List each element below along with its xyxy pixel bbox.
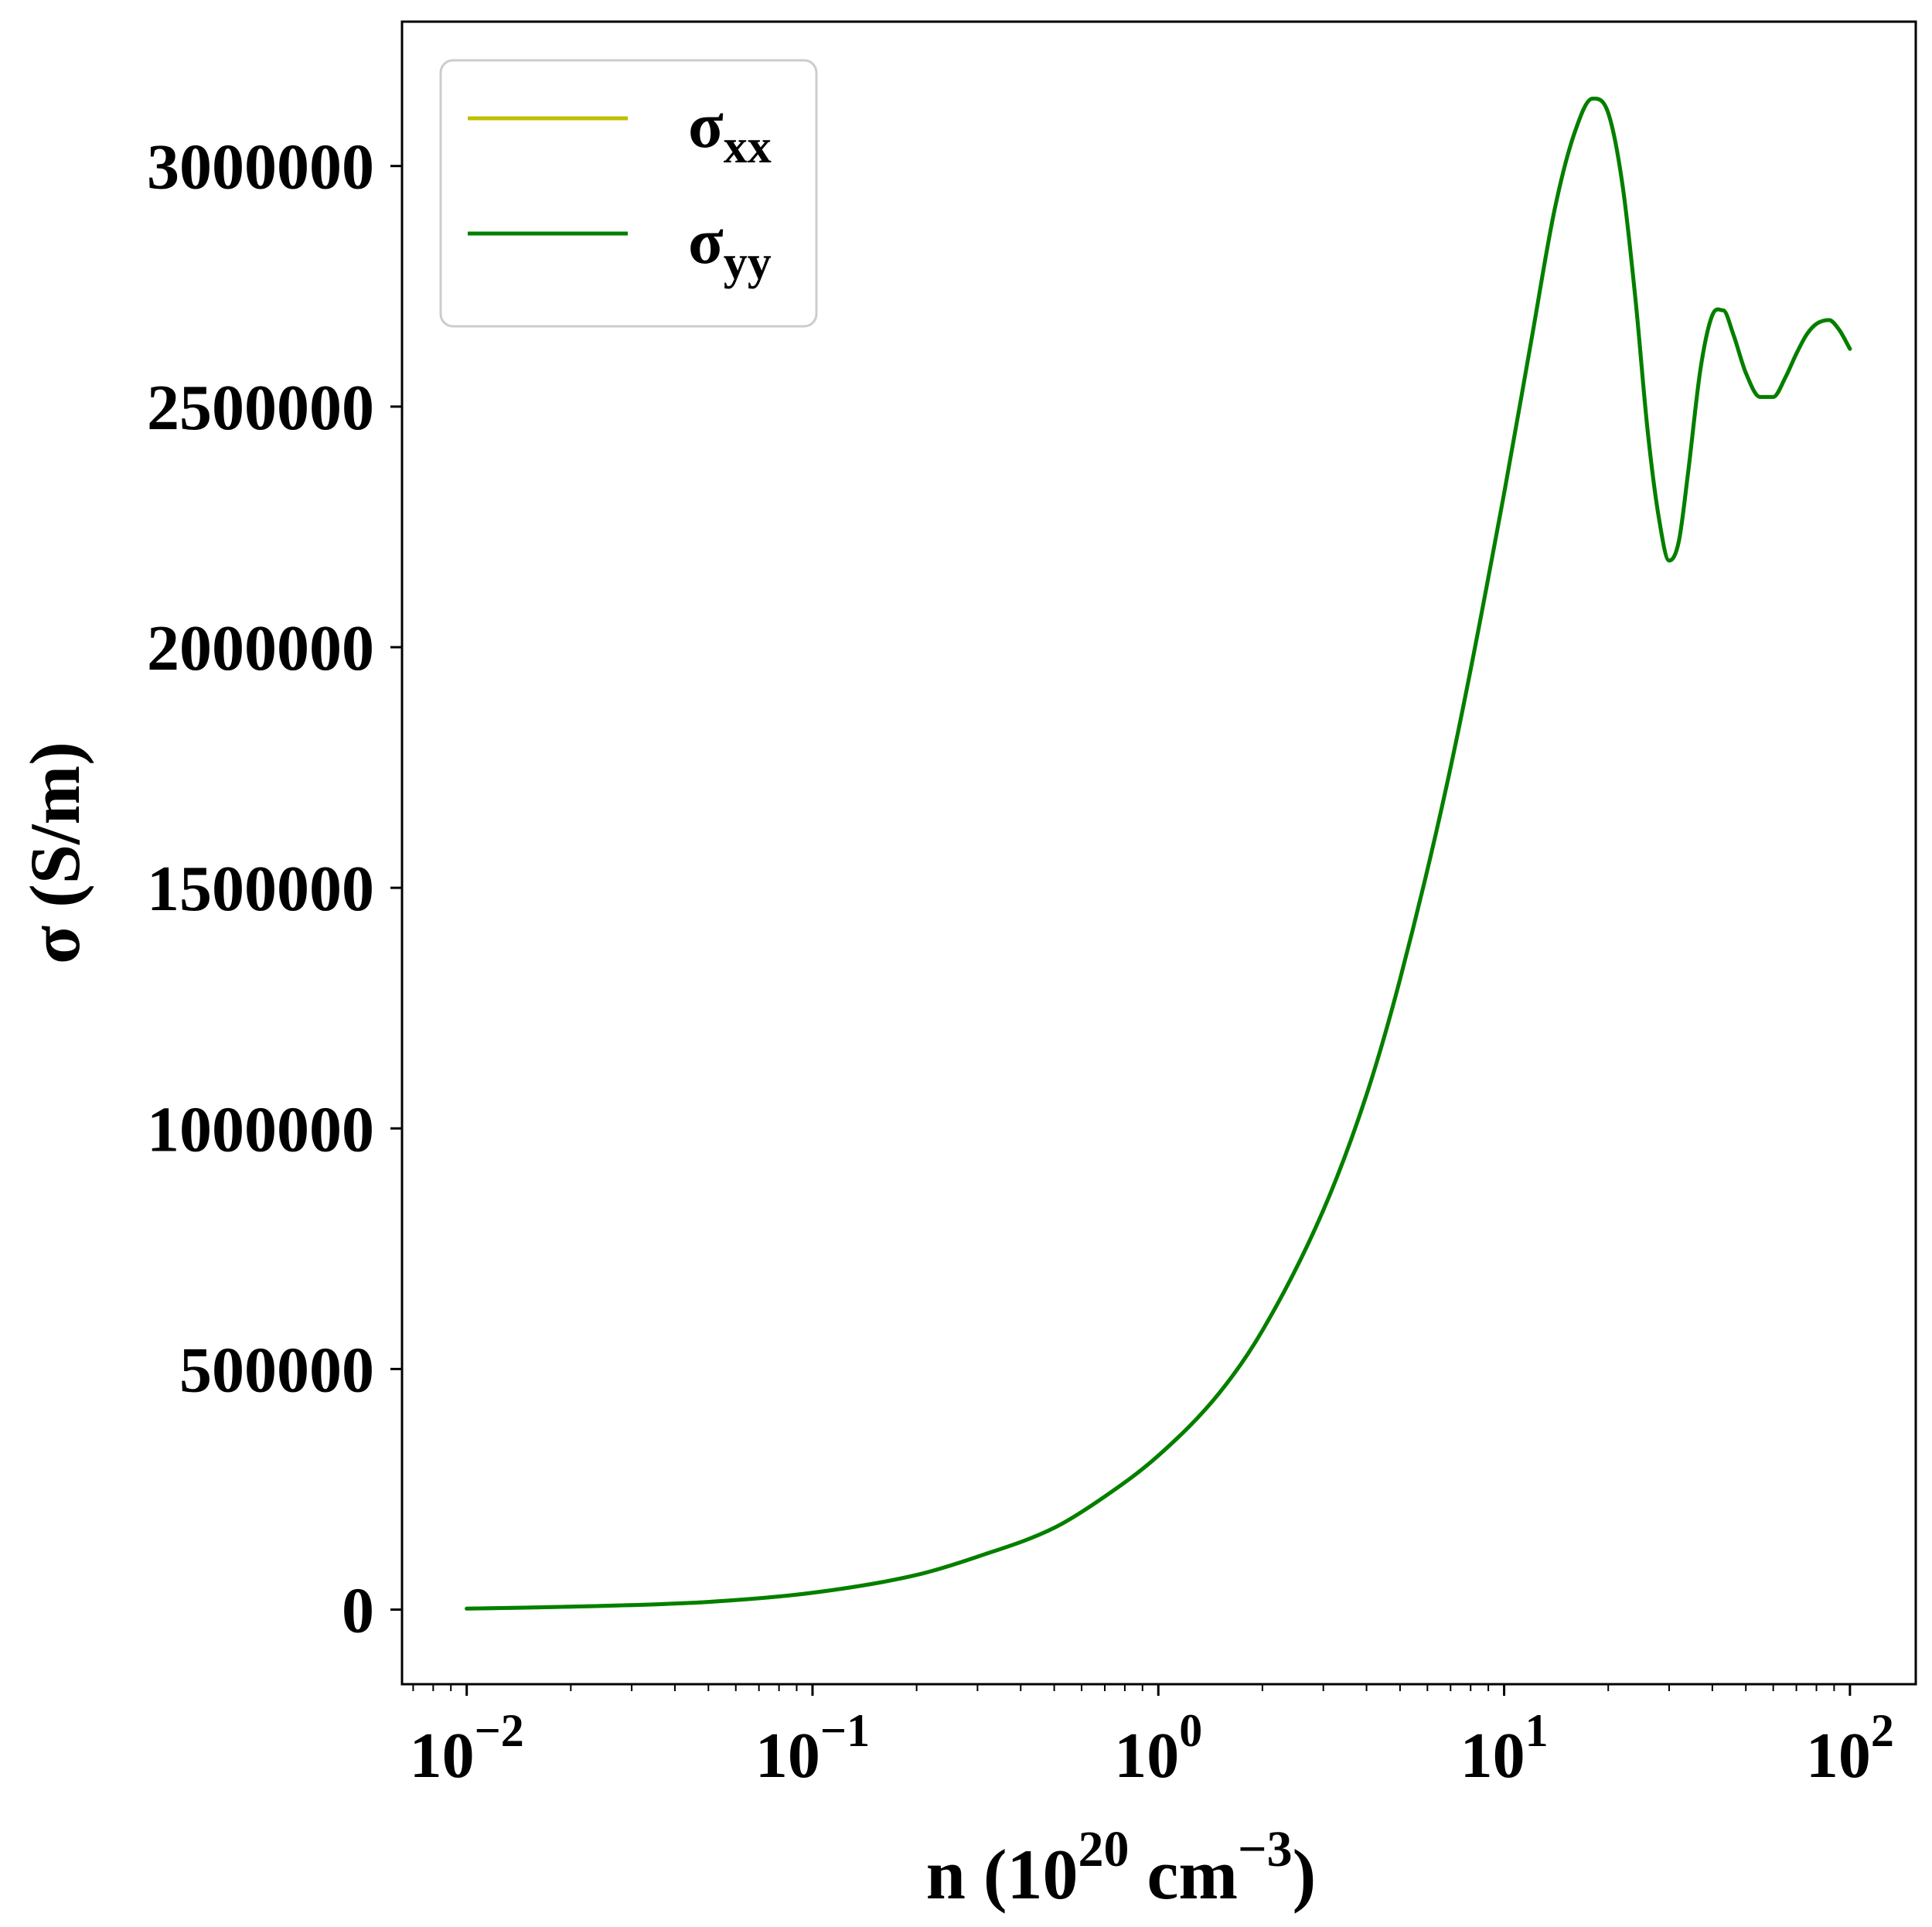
x-axis-label-tail: ) <box>1293 1835 1317 1914</box>
y-tick-label: 500000 <box>179 1334 374 1406</box>
y-tick-label: 1500000 <box>147 853 374 925</box>
legend-label-sigma-yy: σyy <box>688 206 772 289</box>
y-axis-ticks: 0 500000 1000000 1500000 2000000 2500000 30000… <box>147 131 402 1647</box>
plot-lines <box>465 97 1852 1611</box>
legend-subscript-sigma-xx: xx <box>724 121 772 173</box>
x-tick-label: 100 <box>1114 1705 1202 1792</box>
x-axis-label: n (1020 cm−3) <box>926 1821 1317 1914</box>
x-tick-label: 101 <box>1460 1705 1549 1792</box>
legend: σxx σyy <box>439 59 818 328</box>
x-axis-ticks: 10−2 10−1 100 101 102 <box>410 1684 1894 1792</box>
x-axis-label-base: n (10 <box>926 1835 1078 1914</box>
y-axis-label: σ (S/m) <box>15 742 94 964</box>
y-tick-label: 2500000 <box>147 372 374 444</box>
x-tick-label: 10−1 <box>755 1705 870 1792</box>
x-tick-label: 10−2 <box>410 1705 524 1792</box>
legend-subscript-sigma-yy: yy <box>724 237 772 289</box>
legend-box <box>439 59 818 328</box>
legend-label-sigma-xx: σxx <box>688 90 772 173</box>
x-tick-label: 102 <box>1806 1705 1894 1792</box>
y-tick-label: 0 <box>342 1575 374 1647</box>
series-line-sigma-yy <box>465 97 1852 1611</box>
legend-symbol-sigma-yy: σ <box>688 206 724 278</box>
x-axis-label-exp1: 20 <box>1078 1821 1130 1878</box>
x-axis-label-mid: cm <box>1130 1835 1238 1914</box>
x-axis-label-exp2: −3 <box>1238 1821 1293 1878</box>
y-tick-label: 3000000 <box>147 131 374 203</box>
y-tick-label: 2000000 <box>147 612 374 684</box>
legend-symbol-sigma-xx: σ <box>688 90 724 162</box>
y-tick-label: 1000000 <box>147 1093 374 1165</box>
